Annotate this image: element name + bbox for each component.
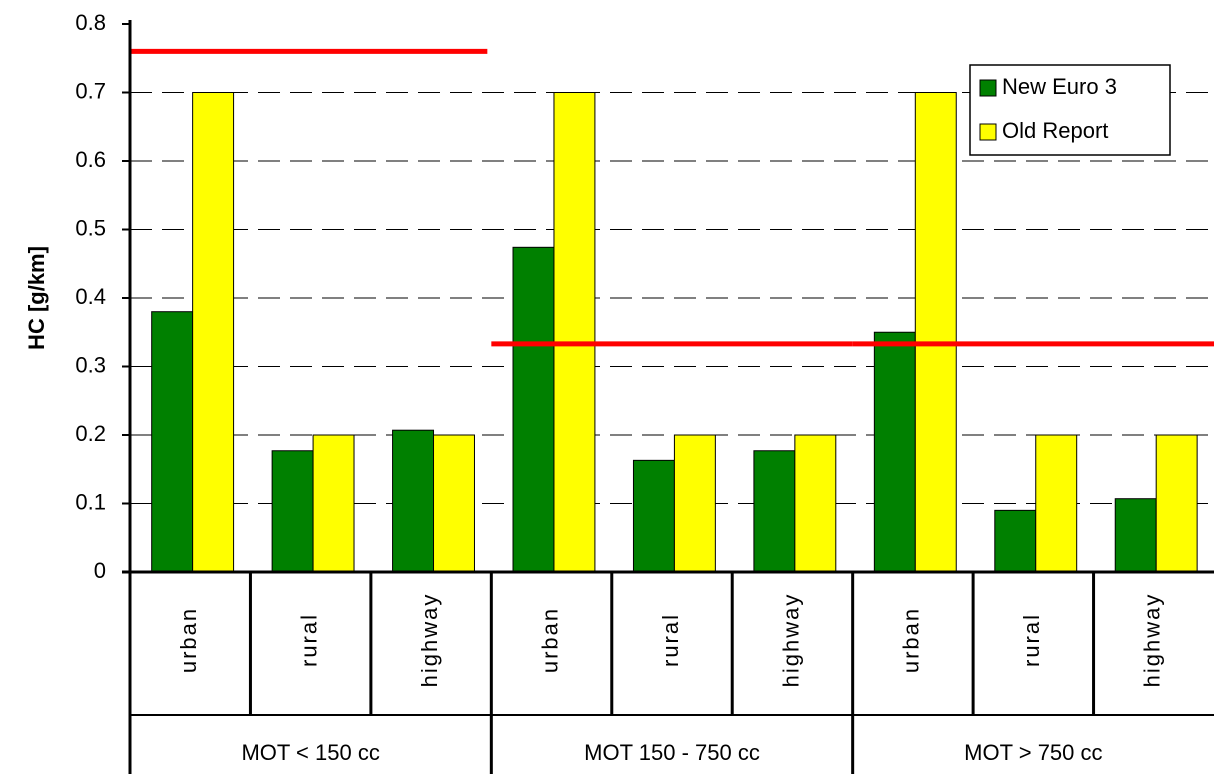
group-label: MOT 150 - 750 cc <box>584 740 760 765</box>
x-tick-label: urban <box>176 607 201 673</box>
bar <box>312 434 355 573</box>
group-label: MOT < 150 cc <box>241 740 379 765</box>
x-tick-label: rural <box>296 613 321 667</box>
x-tick-label: rural <box>1019 613 1044 667</box>
y-tick-label: 0 <box>94 558 106 583</box>
bar <box>1114 498 1157 573</box>
y-tick-label: 0.4 <box>75 284 106 309</box>
bar <box>873 331 916 573</box>
bar <box>1035 434 1078 573</box>
y-tick-label: 0.1 <box>75 489 106 514</box>
x-tick-label: highway <box>778 593 803 688</box>
bar <box>192 92 235 573</box>
bar <box>914 92 957 573</box>
y-axis-label: HC [g/km] <box>24 246 49 350</box>
x-tick-label: rural <box>658 613 683 667</box>
x-tick-label: highway <box>417 593 442 688</box>
bar <box>271 450 314 573</box>
bar <box>794 434 837 573</box>
bar <box>151 311 194 573</box>
bar <box>392 429 435 573</box>
y-tick-label: 0.3 <box>75 352 106 377</box>
y-tick-label: 0.7 <box>75 78 106 103</box>
bar <box>512 246 555 573</box>
bar <box>632 459 675 573</box>
bar <box>994 509 1037 573</box>
legend-swatch <box>979 79 997 97</box>
y-tick-label: 0.6 <box>75 147 106 172</box>
group-label: MOT > 750 cc <box>964 740 1102 765</box>
y-tick-label: 0.2 <box>75 421 106 446</box>
y-tick-label: 0.8 <box>75 10 106 35</box>
legend-label: New Euro 3 <box>1002 74 1117 99</box>
bar <box>673 434 716 573</box>
legend-label: Old Report <box>1002 118 1108 143</box>
bar <box>433 434 475 573</box>
x-tick-label: highway <box>1140 593 1165 688</box>
x-tick-label: urban <box>899 607 924 673</box>
x-tick-label: urban <box>537 607 562 673</box>
legend-swatch <box>979 123 997 141</box>
bar <box>1155 434 1198 573</box>
bar <box>553 92 596 573</box>
legend-box <box>969 64 1171 156</box>
bar <box>753 450 796 573</box>
y-tick-label: 0.5 <box>75 215 106 240</box>
